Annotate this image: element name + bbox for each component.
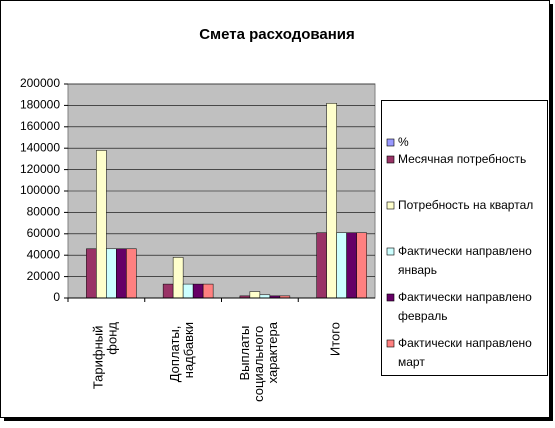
legend-label: Фактически направлено январь — [398, 244, 535, 277]
legend-label-line: февраль — [398, 309, 448, 323]
x-tick-label-line: Выплаты — [237, 322, 252, 381]
y-tick-label: 20000 — [27, 269, 61, 283]
x-tick-label-line: надбавки — [182, 322, 197, 378]
x-tick-label: Доплаты, надбавки — [168, 322, 197, 382]
bar — [202, 283, 214, 299]
bar — [326, 103, 337, 299]
bar — [316, 232, 327, 299]
legend-swatch — [386, 247, 395, 256]
legend-label: Месячная потребность — [398, 152, 526, 166]
x-tick-label-line: характера — [265, 321, 280, 383]
y-tick-label: 120000 — [20, 162, 60, 176]
legend-swatch — [386, 339, 395, 348]
x-tick-label-line: социального — [251, 322, 266, 402]
legend-label-line: Фактически направлено — [398, 290, 535, 304]
legend-swatch — [386, 155, 395, 164]
x-tick-label: Тарифный фонд — [91, 322, 120, 390]
bar — [106, 248, 117, 299]
bar — [162, 283, 174, 299]
bar — [126, 248, 137, 299]
chart-title: Смета расходования — [199, 26, 355, 43]
x-tick-label: Выплаты социального характера — [237, 321, 280, 402]
legend — [381, 100, 548, 376]
y-tick-label: 40000 — [27, 247, 61, 261]
legend-label: % — [398, 135, 409, 149]
bar — [86, 248, 97, 299]
bar — [182, 283, 194, 299]
legend-swatch — [386, 201, 395, 210]
legend-label-line: январь — [398, 263, 437, 277]
bar — [192, 283, 204, 299]
x-tick-label: Итого — [328, 322, 343, 356]
bar — [116, 248, 127, 299]
legend-label-line: Фактически направлено — [398, 244, 535, 258]
legend-swatch — [386, 293, 395, 302]
bar — [346, 232, 357, 299]
y-tick-label: 100000 — [20, 183, 60, 197]
y-tick-label: 140000 — [20, 140, 60, 154]
y-tick-label: 80000 — [27, 205, 61, 219]
bar — [96, 150, 107, 299]
x-tick-label-line: Тарифный — [91, 322, 106, 389]
legend-label: Фактически направлено февраль — [398, 290, 535, 323]
y-tick-label: 0 — [53, 290, 60, 304]
bar — [356, 232, 367, 299]
legend-label: Потребность на квартал — [398, 198, 533, 212]
x-tick-label-line: фонд — [105, 322, 120, 355]
legend-label: Фактически направлено март — [398, 336, 535, 369]
y-tick-label: 160000 — [20, 119, 60, 133]
bar — [336, 232, 347, 299]
x-tick-label-line: Итого — [328, 322, 343, 356]
bar — [249, 291, 261, 299]
legend-label-line: март — [398, 355, 425, 369]
bar — [172, 257, 184, 299]
y-tick-label: 200000 — [20, 76, 60, 90]
y-tick-label: 60000 — [27, 226, 61, 240]
legend-swatch — [386, 138, 395, 147]
x-tick-label-line: Доплаты, — [168, 322, 183, 382]
y-tick-label: 180000 — [20, 98, 60, 112]
legend-label-line: Фактически направлено — [398, 336, 535, 350]
